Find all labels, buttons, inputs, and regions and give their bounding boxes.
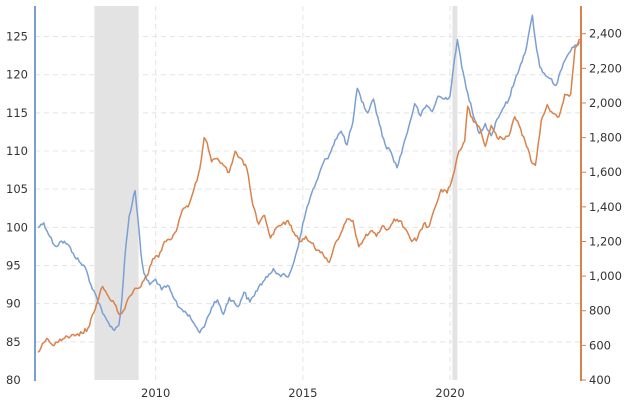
shaded-period-0 (94, 6, 139, 380)
right-tick-label: 1,000 (589, 269, 622, 283)
left-tick-label: 100 (6, 220, 28, 234)
right-tick-label: 400 (589, 373, 611, 387)
left-tick-label: 95 (6, 259, 21, 273)
left-tick-label: 125 (6, 30, 28, 44)
left-tick-label: 80 (6, 373, 21, 387)
shaded-period-1 (452, 6, 458, 380)
shaded-periods (94, 6, 458, 380)
right-tick-label: 1,800 (589, 131, 622, 145)
right-tick-label: 1,400 (589, 200, 622, 214)
left-tick-label: 85 (6, 335, 21, 349)
left-y-axis-ticks: 80 85 90 95 100 105 110 115 120 125 (6, 30, 28, 387)
right-tick-label: 2,000 (589, 96, 622, 110)
right-tick-label: 2,400 (589, 27, 622, 41)
left-tick-label: 115 (6, 106, 28, 120)
right-tick-label: 800 (589, 304, 611, 318)
right-y-axis-ticks: 400 600 800 1,000 1,200 1,400 1,600 1,800 2,000 2… (581, 27, 622, 387)
left-tick-label: 120 (6, 68, 28, 82)
series-line-right (37, 38, 581, 353)
series-layer (37, 14, 581, 353)
vertical-gridlines (155, 6, 451, 380)
left-tick-label: 90 (6, 297, 21, 311)
right-tick-label: 2,200 (589, 61, 622, 75)
x-tick-label: 2010 (141, 386, 170, 400)
left-tick-label: 105 (6, 182, 28, 196)
right-tick-label: 1,200 (589, 234, 622, 248)
x-tick-label: 2015 (288, 386, 317, 400)
x-tick-label: 2020 (435, 386, 464, 400)
right-tick-label: 600 (589, 338, 611, 352)
left-tick-label: 110 (6, 144, 28, 158)
x-axis-ticks: 2010 2015 2020 (141, 386, 465, 400)
right-tick-label: 1,600 (589, 165, 622, 179)
